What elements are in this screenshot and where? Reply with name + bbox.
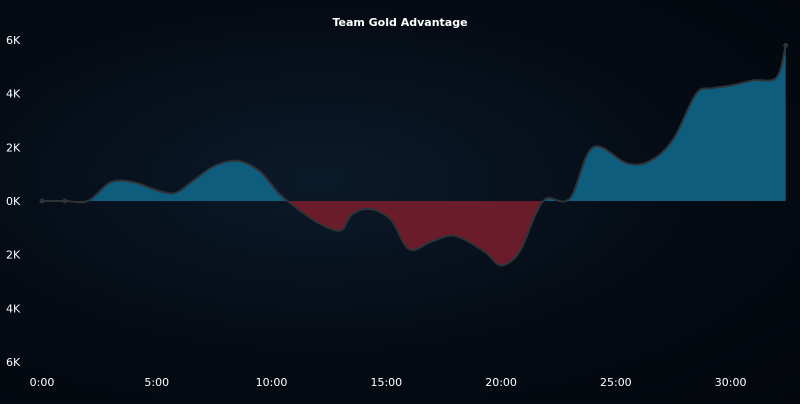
x-tick-label: 5:00 [144, 376, 169, 389]
y-tick-label: 6K [6, 356, 21, 369]
y-axis-ticks: 6K 4K 2K 0K 2K 4K 6K [6, 34, 21, 369]
data-point [783, 42, 789, 48]
x-tick-label: 20:00 [485, 376, 517, 389]
y-tick-label: 2K [6, 141, 21, 154]
y-tick-label: 0K [6, 195, 21, 208]
y-tick-label: 6K [6, 34, 21, 47]
x-tick-label: 25:00 [600, 376, 632, 389]
x-axis-ticks: 0:00 5:00 10:00 15:00 20:00 25:00 30:00 [30, 376, 747, 389]
x-tick-label: 10:00 [256, 376, 288, 389]
data-point [39, 198, 45, 204]
x-tick-label: 15:00 [370, 376, 402, 389]
data-point [62, 198, 68, 204]
gold-advantage-line [42, 45, 787, 267]
y-tick-label: 2K [6, 249, 21, 262]
y-tick-label: 4K [6, 88, 21, 101]
y-tick-label: 4K [6, 302, 21, 315]
data-points [39, 42, 789, 204]
x-tick-label: 0:00 [30, 376, 55, 389]
chart-title: Team Gold Advantage [332, 16, 467, 29]
negative-advantage-area [42, 201, 786, 266]
x-tick-label: 30:00 [715, 376, 747, 389]
